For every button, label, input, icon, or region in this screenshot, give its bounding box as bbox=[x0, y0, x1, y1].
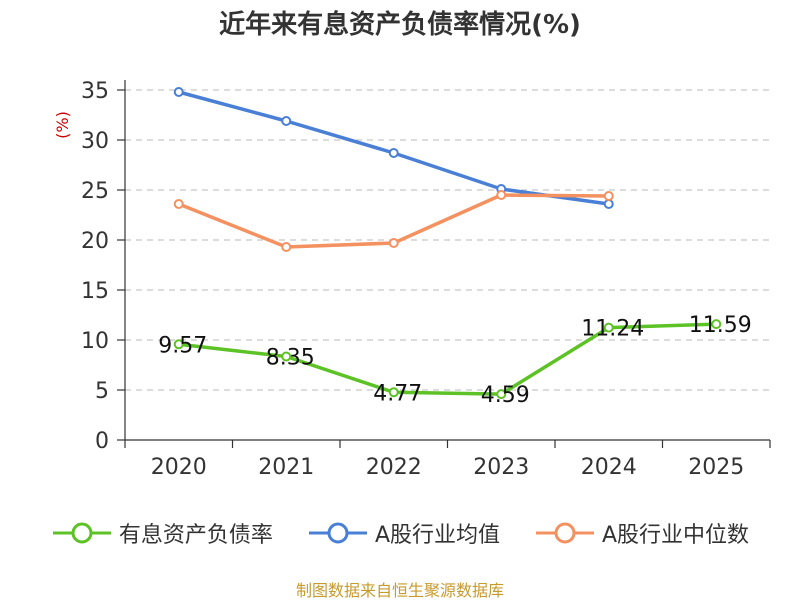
x-tick-label: 2023 bbox=[473, 455, 529, 480]
x-tick-label: 2021 bbox=[258, 455, 314, 480]
data-point bbox=[281, 242, 292, 252]
y-tick-label: 35 bbox=[81, 79, 109, 104]
data-label: 4.59 bbox=[481, 383, 530, 408]
data-label: 11.59 bbox=[689, 313, 752, 338]
data-point bbox=[711, 319, 722, 330]
data-point bbox=[388, 238, 399, 248]
data-point bbox=[388, 387, 399, 398]
data-point bbox=[173, 339, 184, 350]
legend-label: A股行业均值 bbox=[374, 523, 500, 548]
legend-swatch-blue bbox=[308, 522, 367, 544]
data-point bbox=[388, 148, 399, 158]
data-point bbox=[496, 389, 507, 400]
y-tick-label: 20 bbox=[81, 229, 109, 254]
y-tick-label: 5 bbox=[95, 379, 109, 404]
y-tick-label: 10 bbox=[81, 329, 109, 354]
data-point bbox=[281, 116, 292, 126]
data-point bbox=[173, 199, 184, 209]
data-point bbox=[603, 191, 614, 201]
legend-item-interest-debt-ratio[interactable]: 有息资产负债率 bbox=[51, 517, 273, 549]
data-point bbox=[496, 190, 507, 200]
data-point bbox=[603, 322, 614, 333]
x-tick-label: 2022 bbox=[366, 455, 422, 480]
y-tick-label: 0 bbox=[95, 429, 109, 454]
data-label: 4.77 bbox=[373, 381, 422, 406]
data-label: 11.24 bbox=[581, 317, 644, 342]
legend-item-industry-median[interactable]: A股行业中位数 bbox=[534, 517, 749, 549]
source-note: 制图数据来自恒生聚源数据库 bbox=[295, 581, 504, 600]
legend-swatch-orange bbox=[536, 522, 594, 544]
legend: 有息资产负债率 A股行业均值 A股行业中位数 bbox=[0, 517, 800, 549]
y-tick-label: 15 bbox=[81, 279, 109, 304]
x-tick-label: 2020 bbox=[151, 455, 207, 480]
data-point bbox=[603, 199, 614, 209]
data-point bbox=[173, 87, 184, 97]
data-point bbox=[281, 351, 292, 362]
y-axis-label: (%) bbox=[53, 111, 72, 139]
gridlines bbox=[125, 89, 770, 391]
y-tick-label: 25 bbox=[81, 179, 109, 204]
data-label: 9.57 bbox=[158, 333, 207, 358]
data-labels: 9.57 8.35 4.77 4.59 11.24 11.59 bbox=[158, 313, 751, 408]
legend-label: 有息资产负债率 bbox=[118, 523, 273, 548]
x-tick-label: 2025 bbox=[688, 455, 744, 480]
chart-title: 近年来有息资产负债率情况(%) bbox=[219, 10, 581, 40]
data-label: 8.35 bbox=[266, 346, 315, 371]
x-tick-label: 2024 bbox=[581, 455, 637, 480]
series-line bbox=[178, 322, 717, 396]
legend-item-industry-mean[interactable]: A股行业均值 bbox=[307, 517, 500, 549]
legend-swatch-green bbox=[52, 522, 111, 544]
series bbox=[173, 87, 722, 400]
legend-label: A股行业中位数 bbox=[602, 523, 750, 548]
y-tick-label: 30 bbox=[81, 129, 109, 154]
